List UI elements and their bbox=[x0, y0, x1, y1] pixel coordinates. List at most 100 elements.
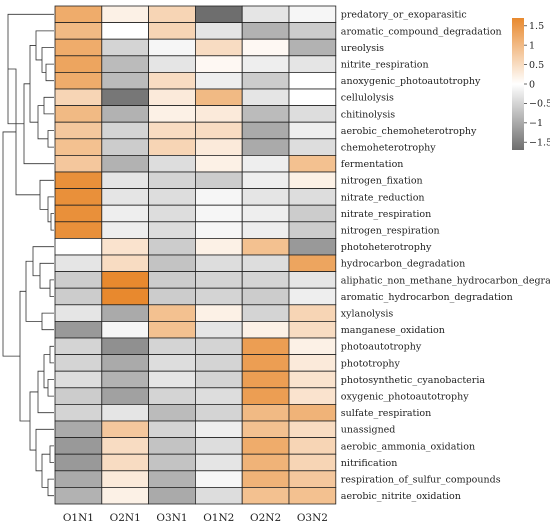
heatmap-cell bbox=[54, 387, 103, 405]
heatmap-cell bbox=[241, 22, 290, 40]
heatmap-cell bbox=[54, 121, 103, 140]
heatmap-cell bbox=[288, 5, 337, 24]
heatmap-cell bbox=[288, 387, 337, 405]
heatmap-cell bbox=[288, 420, 337, 439]
heatmap-cell bbox=[288, 470, 337, 488]
column-label: O2N1 bbox=[110, 512, 141, 524]
column-label: O1N2 bbox=[203, 512, 234, 524]
heatmap-cell bbox=[148, 304, 196, 322]
dendrogram-branch bbox=[29, 45, 38, 123]
heatmap-cell bbox=[148, 55, 196, 73]
heatmap-cell bbox=[194, 171, 243, 190]
heatmap-cell bbox=[241, 121, 290, 140]
heatmap-cell bbox=[241, 72, 290, 90]
heatmap-cell bbox=[148, 22, 196, 40]
heatmap-cells bbox=[54, 5, 337, 505]
heatmap-cell bbox=[148, 254, 196, 273]
heatmap-cell bbox=[288, 72, 337, 90]
heatmap-cell bbox=[241, 387, 290, 405]
heatmap-cell bbox=[101, 138, 150, 156]
heatmap-cell bbox=[101, 38, 150, 57]
row-label: chitinolysis bbox=[341, 109, 395, 120]
row-label: anoxygenic_photoautotrophy bbox=[341, 76, 481, 87]
dendrogram-branch bbox=[49, 279, 54, 297]
heatmap-cell bbox=[54, 287, 103, 306]
row-label: aerobic_nitrite_oxidation bbox=[341, 491, 461, 502]
heatmap-cell bbox=[194, 237, 243, 256]
heatmap-cell bbox=[241, 88, 290, 107]
heatmap-cell bbox=[101, 5, 150, 24]
row-label: aerobic_ammonia_oxidation bbox=[341, 441, 475, 452]
row-label: manganese_oxidation bbox=[341, 325, 445, 336]
heatmap-cell bbox=[54, 403, 103, 422]
row-label: aerobic_chemoheterotrophy bbox=[341, 126, 477, 137]
heatmap-cell bbox=[148, 105, 196, 123]
row-label: oxygenic_photoautotrophy bbox=[341, 392, 469, 403]
dendrogram-branch bbox=[35, 30, 54, 61]
heatmap-cell bbox=[194, 121, 243, 140]
legend-tick-label: 1.5 bbox=[529, 21, 544, 32]
heatmap-cell bbox=[194, 5, 243, 24]
heatmap-cell bbox=[241, 403, 290, 422]
heatmap-cell bbox=[148, 5, 196, 24]
heatmap-cell bbox=[241, 188, 290, 206]
heatmap-cell bbox=[194, 337, 243, 356]
heatmap-cell bbox=[101, 105, 150, 123]
heatmap-cell bbox=[101, 22, 150, 40]
row-label: phototrophy bbox=[341, 358, 401, 369]
legend-tick-label: 0 bbox=[529, 79, 535, 90]
heatmap-cell bbox=[241, 5, 290, 24]
dendrogram-branch bbox=[47, 130, 54, 148]
heatmap-cell bbox=[288, 337, 337, 356]
heatmap-cell bbox=[194, 105, 243, 123]
heatmap-cell bbox=[288, 320, 337, 339]
heatmap-cell bbox=[54, 304, 103, 322]
row-label: nitrate_reduction bbox=[341, 192, 425, 203]
heatmap-cell bbox=[54, 221, 103, 239]
legend-tick-label: −1.5 bbox=[529, 138, 550, 149]
heatmap-cell bbox=[288, 254, 337, 273]
heatmap-cell bbox=[54, 171, 103, 190]
heatmap-cell bbox=[288, 55, 337, 73]
heatmap-cell bbox=[241, 55, 290, 73]
heatmap-cell bbox=[241, 437, 290, 455]
heatmap-cell bbox=[148, 237, 196, 256]
heatmap-cell bbox=[241, 420, 290, 439]
row-label: chemoheterotrophy bbox=[341, 143, 437, 154]
heatmap-cell bbox=[148, 204, 196, 223]
column-labels: O1N1 O2N1 O3N1 O1N2 O2N2 O3N2 bbox=[63, 512, 328, 524]
heatmap-cell bbox=[54, 271, 103, 289]
heatmap-cell bbox=[194, 204, 243, 223]
row-label: nitrate_respiration bbox=[341, 209, 431, 220]
heatmap-cell bbox=[101, 188, 150, 206]
row-label: aliphatic_non_methane_hydrocarbon_degrad… bbox=[341, 275, 550, 286]
heatmap-cell bbox=[194, 38, 243, 57]
heatmap-cell bbox=[54, 337, 103, 356]
heatmap-cell bbox=[101, 354, 150, 372]
heatmap-cell bbox=[101, 437, 150, 455]
dendrogram-branch bbox=[29, 391, 38, 451]
heatmap-cell bbox=[54, 154, 103, 173]
dendrogram-branch bbox=[23, 83, 54, 165]
heatmap-cell bbox=[54, 320, 103, 339]
heatmap-cell bbox=[148, 171, 196, 190]
heatmap-cell bbox=[194, 304, 243, 322]
heatmap-cell bbox=[54, 55, 103, 73]
row-label: predatory_or_exoparasitic bbox=[341, 10, 467, 21]
heatmap-cell bbox=[101, 370, 150, 389]
heatmap-cell bbox=[288, 304, 337, 322]
heatmap-cell bbox=[54, 437, 103, 455]
heatmap-cell bbox=[54, 237, 103, 256]
heatmap-cell bbox=[241, 171, 290, 190]
heatmap-cell bbox=[194, 486, 243, 505]
heatmap-cell bbox=[194, 370, 243, 389]
heatmap-cell bbox=[101, 55, 150, 73]
heatmap-cell bbox=[148, 38, 196, 57]
heatmap-cell bbox=[194, 387, 243, 405]
heatmap-cell bbox=[54, 105, 103, 123]
heatmap-cell bbox=[148, 403, 196, 422]
heatmap-cell bbox=[101, 387, 150, 405]
heatmap-cell bbox=[54, 453, 103, 472]
heatmap-cell bbox=[241, 204, 290, 223]
heatmap-cell bbox=[101, 171, 150, 190]
